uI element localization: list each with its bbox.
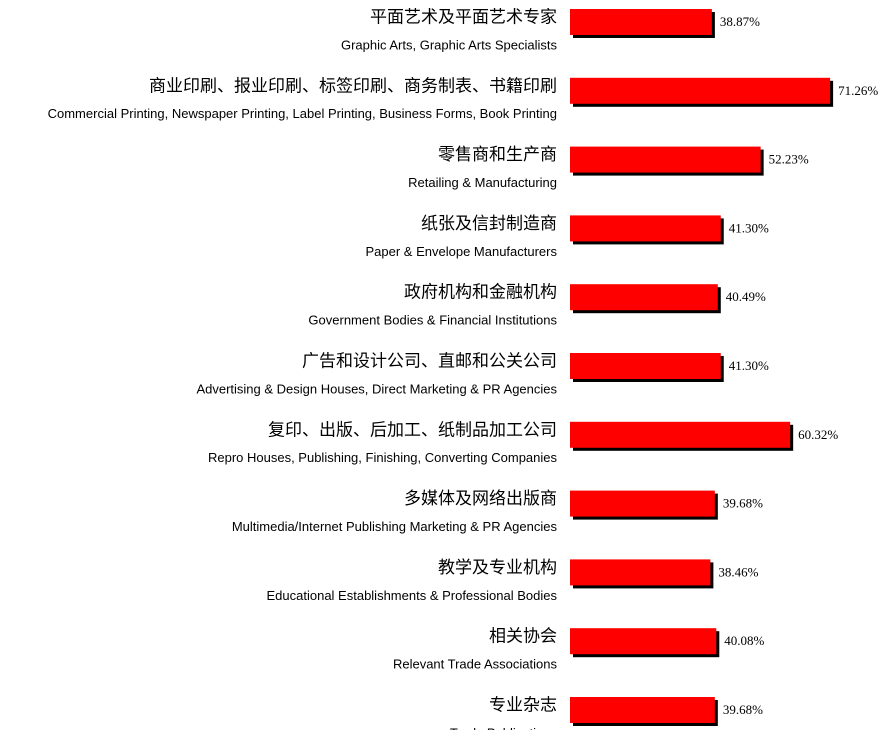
bar (570, 628, 717, 655)
value-label: 41.30% (729, 358, 769, 373)
bar (570, 284, 718, 311)
bar (570, 559, 711, 586)
category-translation: Advertising & Design Houses, Direct Mark… (196, 381, 557, 396)
value-label: 40.49% (726, 289, 766, 304)
category-translation: Trade Publications (450, 725, 558, 730)
category-translation: Multimedia/Internet Publishing Marketing… (232, 519, 558, 534)
category-translation: Repro Houses, Publishing, Finishing, Con… (208, 450, 558, 465)
category-label: 多媒体及网络出版商 (404, 489, 557, 509)
category-label: 教学及专业机构 (438, 558, 557, 578)
value-label: 38.87% (720, 14, 760, 29)
bar (570, 146, 761, 173)
value-label: 60.32% (798, 427, 838, 442)
category-label: 广告和设计公司、直邮和公关公司 (302, 352, 557, 372)
category-translation: Relevant Trade Associations (393, 657, 558, 672)
bar (570, 697, 715, 723)
bar (570, 421, 791, 448)
category-label: 相关协会 (489, 627, 557, 647)
value-label: 71.26% (838, 83, 878, 98)
value-label: 52.23% (769, 152, 809, 167)
bar (570, 490, 715, 517)
category-translation: Paper & Envelope Manufacturers (366, 244, 558, 259)
value-label: 39.68% (723, 702, 763, 717)
category-label: 复印、出版、后加工、纸制品加工公司 (268, 420, 557, 440)
bar (570, 215, 721, 242)
category-label: 纸张及信封制造商 (421, 214, 557, 234)
bar (570, 77, 831, 104)
category-translation: Graphic Arts, Graphic Arts Specialists (341, 37, 558, 52)
category-label: 零售商和生产商 (438, 145, 557, 165)
category-translation: Commercial Printing, Newspaper Printing,… (48, 106, 557, 121)
category-label: 平面艺术及平面艺术专家 (370, 8, 557, 28)
category-translation: Government Bodies & Financial Institutio… (308, 313, 557, 328)
category-translation: Educational Establishments & Professiona… (267, 588, 558, 603)
category-label: 专业杂志 (489, 696, 557, 716)
value-label: 38.46% (718, 564, 758, 579)
value-label: 40.08% (724, 633, 764, 648)
value-label: 41.30% (729, 220, 769, 235)
bar (570, 9, 712, 35)
value-label: 39.68% (723, 496, 763, 511)
category-label: 商业印刷、报业印刷、标签印刷、商务制表、书籍印刷 (149, 76, 557, 96)
category-translation: Retailing & Manufacturing (408, 175, 557, 190)
category-label: 政府机构和金融机构 (404, 283, 557, 303)
bar (570, 353, 721, 379)
